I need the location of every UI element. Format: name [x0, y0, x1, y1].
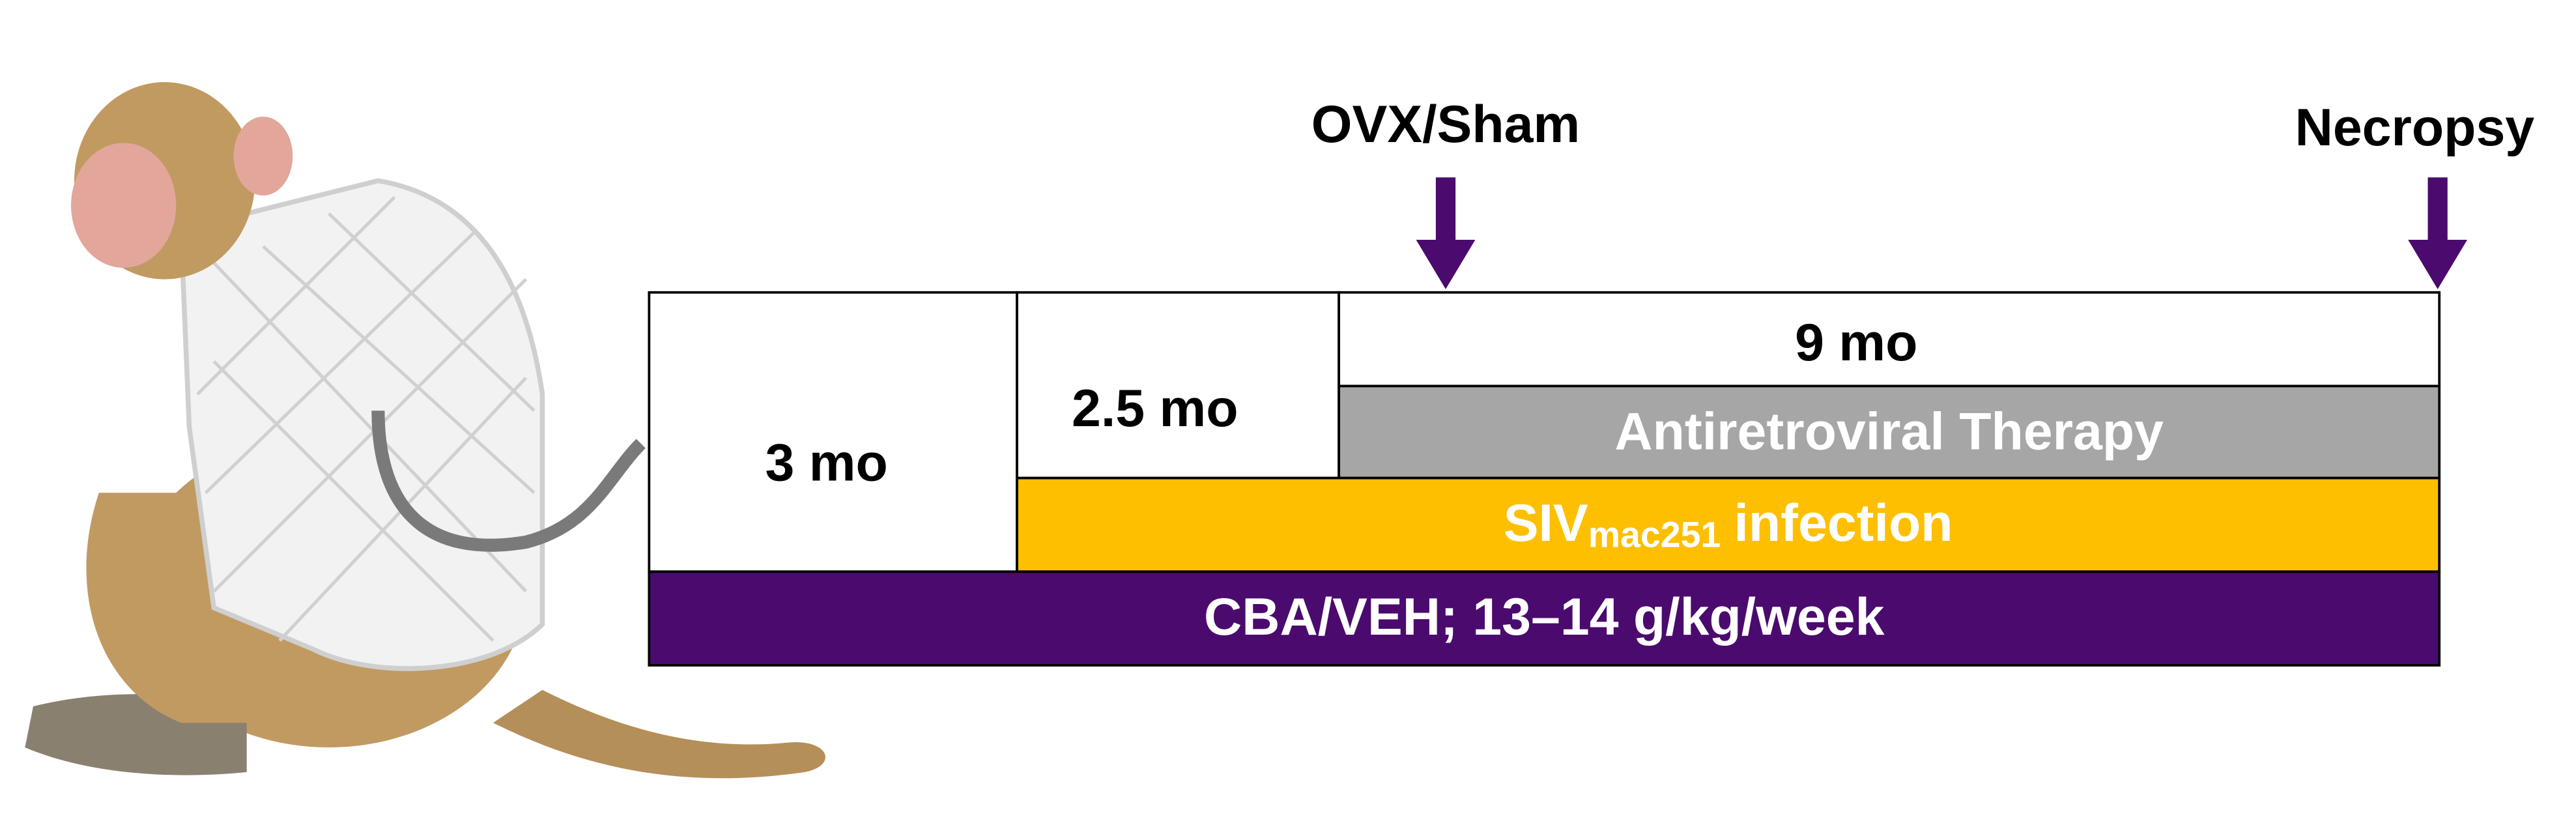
- event-label: OVX/Sham: [1311, 95, 1580, 154]
- siv-subscript: mac251: [1588, 514, 1721, 555]
- bar-label: Antiretroviral Therapy: [1614, 402, 2164, 461]
- bar-label: SIVmac251 infection: [1504, 495, 1953, 555]
- siv-suffix: infection: [1734, 495, 1953, 553]
- monkey-illustration: [25, 82, 825, 779]
- phase-label: 2.5 mo: [1072, 379, 1238, 438]
- timeline-boxes: [648, 291, 2441, 667]
- siv-prefix: SIV: [1504, 495, 1588, 553]
- event-label: Necropsy: [2295, 98, 2535, 157]
- event-arrows: [1416, 177, 2468, 289]
- phase-label: 9 mo: [1795, 313, 1917, 372]
- bar-label: CBA/VEH; 13–14 g/kg/week: [1204, 588, 1885, 646]
- phase-label: 3 mo: [765, 433, 887, 492]
